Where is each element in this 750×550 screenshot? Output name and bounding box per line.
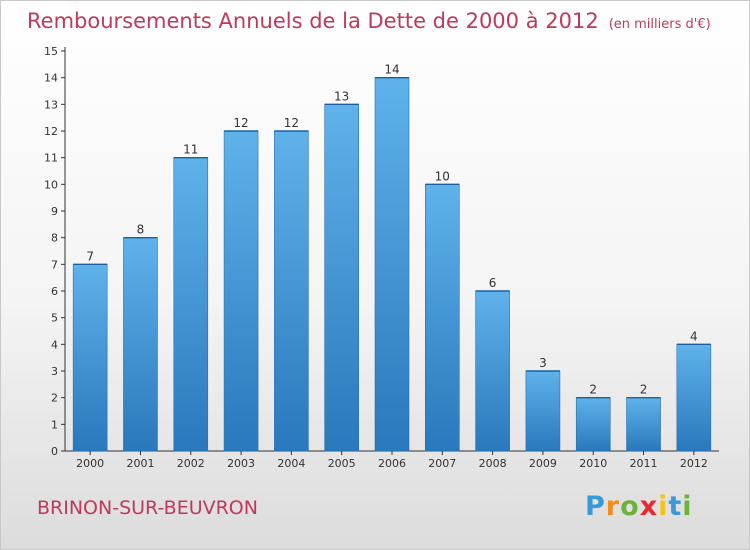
logo-letter: o bbox=[620, 491, 640, 522]
x-tick-label: 2004 bbox=[277, 457, 305, 470]
x-tick-label: 2001 bbox=[126, 457, 154, 470]
logo-letter: i bbox=[658, 491, 669, 522]
y-tick-label: 14 bbox=[44, 72, 58, 85]
y-tick-label: 0 bbox=[51, 445, 58, 458]
y-tick-label: 2 bbox=[51, 392, 58, 405]
y-tick-label: 1 bbox=[51, 418, 58, 431]
bar bbox=[374, 77, 410, 452]
logo-letter: i bbox=[682, 491, 693, 522]
data-label: 14 bbox=[384, 63, 399, 77]
y-tick-label: 15 bbox=[44, 45, 58, 58]
bar bbox=[123, 237, 158, 452]
title-text: Remboursements Annuels de la Dette de 20… bbox=[27, 9, 599, 33]
x-tick-label: 2006 bbox=[378, 457, 406, 470]
x-tick-label: 2009 bbox=[529, 457, 557, 470]
x-tick-label: 2011 bbox=[630, 457, 658, 470]
data-label: 6 bbox=[489, 276, 497, 290]
x-tick-label: 2012 bbox=[680, 457, 708, 470]
bar bbox=[626, 397, 661, 452]
proxiti-logo: Proxiti bbox=[585, 491, 693, 522]
y-tick-label: 13 bbox=[44, 98, 58, 111]
data-label: 12 bbox=[284, 116, 299, 130]
bar bbox=[223, 130, 259, 452]
y-tick-label: 6 bbox=[51, 285, 58, 298]
chart-subtitle: (en milliers d'€) bbox=[608, 17, 711, 32]
y-tick-label: 12 bbox=[44, 125, 58, 138]
x-tick-label: 2008 bbox=[479, 457, 507, 470]
bar bbox=[676, 344, 712, 452]
chart-title: Remboursements Annuels de la Dette de 20… bbox=[27, 9, 711, 33]
data-label: 11 bbox=[183, 143, 198, 157]
y-tick-label: 8 bbox=[51, 232, 58, 245]
x-tick-label: 2000 bbox=[76, 457, 104, 470]
bar bbox=[274, 130, 309, 452]
bar bbox=[425, 184, 460, 452]
data-label: 2 bbox=[589, 383, 597, 397]
bar bbox=[475, 290, 510, 452]
bar bbox=[525, 370, 561, 452]
data-label: 4 bbox=[690, 329, 698, 343]
x-tick-label: 2010 bbox=[579, 457, 607, 470]
logo-letter: t bbox=[668, 491, 683, 522]
data-label: 12 bbox=[233, 116, 248, 130]
x-tick-label: 2005 bbox=[328, 457, 356, 470]
bar bbox=[173, 157, 209, 452]
y-tick-label: 4 bbox=[51, 338, 58, 351]
y-tick-label: 5 bbox=[51, 312, 58, 325]
y-tick-label: 10 bbox=[44, 178, 58, 191]
data-label: 8 bbox=[137, 223, 145, 237]
y-tick-label: 9 bbox=[51, 205, 58, 218]
data-label: 10 bbox=[435, 169, 450, 183]
data-label: 3 bbox=[539, 356, 547, 370]
bar bbox=[575, 397, 611, 452]
logo-letter: P bbox=[585, 491, 606, 522]
data-label: 2 bbox=[640, 383, 648, 397]
y-tick-label: 7 bbox=[51, 258, 58, 271]
bar bbox=[324, 104, 359, 452]
y-tick-label: 11 bbox=[44, 152, 58, 165]
y-tick-label: 3 bbox=[51, 365, 58, 378]
commune-name: BRINON-SUR-BEUVRON bbox=[37, 497, 258, 519]
data-label: 7 bbox=[86, 249, 94, 263]
bar bbox=[72, 264, 108, 452]
data-label: 13 bbox=[334, 89, 349, 103]
logo-letter: r bbox=[605, 491, 621, 522]
x-tick-label: 2007 bbox=[428, 457, 456, 470]
x-tick-label: 2003 bbox=[227, 457, 255, 470]
logo-letter: x bbox=[639, 491, 659, 522]
x-tick-label: 2002 bbox=[177, 457, 205, 470]
